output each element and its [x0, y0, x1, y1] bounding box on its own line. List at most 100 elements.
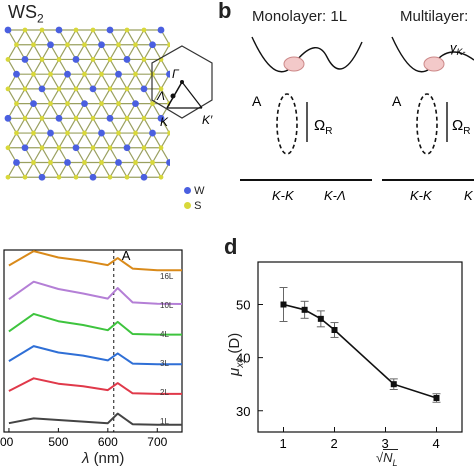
spectrum-line-10L: [8, 280, 183, 305]
sulfur-atom: [99, 160, 104, 165]
sulfur-atom: [107, 174, 113, 180]
legend-w: W: [184, 185, 204, 197]
sqrt-icon: √: [376, 450, 384, 465]
sulfur-atom: [116, 42, 121, 48]
spectrum-label-16L: 16L: [160, 272, 174, 281]
tungsten-atom: [4, 26, 12, 34]
lattice-bond: [134, 147, 145, 163]
sulfur-atom: [5, 145, 11, 151]
panel-d: d 30 40 50 1 2 3 4 μxy (D) √NL: [200, 234, 474, 474]
brillouin-zone: Γ Λ K K′: [151, 45, 213, 129]
lattice-bond: [83, 44, 94, 60]
spectrum-label-1L: 1L: [160, 417, 169, 426]
panel-c-x-tick-label: 600: [98, 435, 118, 449]
tungsten-atom: [21, 144, 29, 152]
tungsten-dot-icon: [184, 187, 191, 194]
lattice-bond: [49, 59, 60, 75]
mono-title: Monolayer: 1L: [252, 8, 348, 25]
sulfur-atom: [133, 130, 138, 136]
lattice-bond: [66, 29, 77, 46]
lattice-bond: [143, 59, 154, 75]
panel-d-x-tick-label: 1: [280, 436, 287, 451]
sulfur-atom: [56, 145, 62, 151]
sulfur-dot-icon: [184, 202, 191, 209]
lattice-bond: [117, 88, 128, 104]
sulfur-atom: [5, 57, 11, 62]
lattice-bond: [75, 73, 86, 90]
lattice-bond: [24, 118, 35, 134]
tungsten-atom: [157, 26, 165, 34]
tungsten-atom: [115, 159, 122, 166]
panel-a-title-sub: 2: [37, 11, 44, 26]
legend-s-label: S: [194, 200, 202, 212]
sulfur-atom: [5, 86, 11, 92]
sulfur-atom: [14, 130, 19, 136]
tungsten-atom: [132, 100, 139, 108]
tungsten-atom: [106, 26, 114, 34]
tungsten-atom: [98, 41, 105, 49]
lattice-bond: [15, 103, 26, 119]
lattice-bond: [7, 132, 18, 149]
tungsten-atom: [47, 41, 54, 49]
sulfur-atom: [150, 160, 155, 165]
tungsten-atom: [64, 70, 71, 78]
panel-c-xlabel-unit: (nm): [93, 450, 125, 467]
tungsten-atom: [106, 114, 114, 122]
mono-ellipse: [276, 93, 298, 155]
panel-c: A 16L 10L 4L 3L 2L 1L 00 500 600 700 λ (nm): [0, 236, 200, 474]
sulfur-atom: [99, 71, 104, 77]
tungsten-atom: [47, 129, 54, 137]
lattice-bond: [32, 29, 43, 46]
lattice-bond: [100, 88, 111, 104]
tungsten-atom: [72, 56, 80, 63]
spectra-chart: A 16L 10L 4L 3L 2L 1L 00 500 600 700: [0, 248, 183, 449]
tungsten-atom: [123, 56, 131, 63]
data-point: [317, 315, 324, 322]
lattice-bond: [83, 118, 94, 134]
lattice-bond: [134, 132, 145, 149]
bz-gamma-kprime-line: [181, 81, 203, 109]
sulfur-atom: [141, 57, 147, 62]
lattice-bond: [92, 103, 103, 119]
sulfur-atom: [158, 174, 164, 180]
lattice-bond: [151, 147, 162, 163]
panel-d-ylabel-sym: μ: [226, 367, 243, 376]
dipole-line: [283, 303, 437, 399]
peak-a-label: A: [122, 248, 131, 263]
sulfur-atom: [22, 27, 28, 33]
panel-b-letter: b: [218, 0, 232, 23]
bz-kprime-label: K′: [202, 113, 213, 127]
lattice-bond: [49, 162, 60, 178]
sulfur-atom: [73, 174, 79, 180]
lattice-bond: [92, 147, 103, 163]
lattice-bond: [32, 59, 43, 75]
tungsten-atom: [55, 114, 63, 122]
sulfur-atom: [39, 145, 45, 151]
lattice-bond: [66, 118, 77, 134]
tungsten-atom: [38, 173, 46, 181]
lattice-bond: [15, 88, 26, 104]
sulfur-atom: [22, 174, 28, 180]
sulfur-atom: [39, 115, 45, 121]
multi-ellipse: [416, 93, 438, 155]
sulfur-atom: [124, 86, 130, 92]
multi-axis-kk: K-K: [410, 188, 433, 203]
panel-b: b Monolayer: 1L Multilayer: A ΩR K-K K-Λ…: [218, 0, 474, 230]
lattice-bond: [160, 88, 170, 104]
lattice-bond: [49, 73, 60, 90]
mono-omega: ΩR: [314, 117, 332, 137]
panel-c-x-tick-label: 500: [48, 435, 68, 449]
lattice-bond: [49, 88, 60, 104]
tungsten-atom: [166, 159, 170, 166]
data-point: [301, 306, 308, 313]
panel-d-x-tick-label: 2: [331, 436, 338, 451]
panel-a-title-main: WS: [8, 2, 37, 22]
lattice-bond: [41, 103, 52, 119]
sulfur-atom: [5, 174, 11, 180]
lattice-bond: [83, 132, 94, 149]
sulfur-atom: [82, 42, 87, 48]
tungsten-atom: [89, 85, 97, 93]
lattice-bond: [160, 132, 170, 149]
sulfur-atom: [167, 42, 170, 48]
lattice-bond: [58, 88, 69, 104]
